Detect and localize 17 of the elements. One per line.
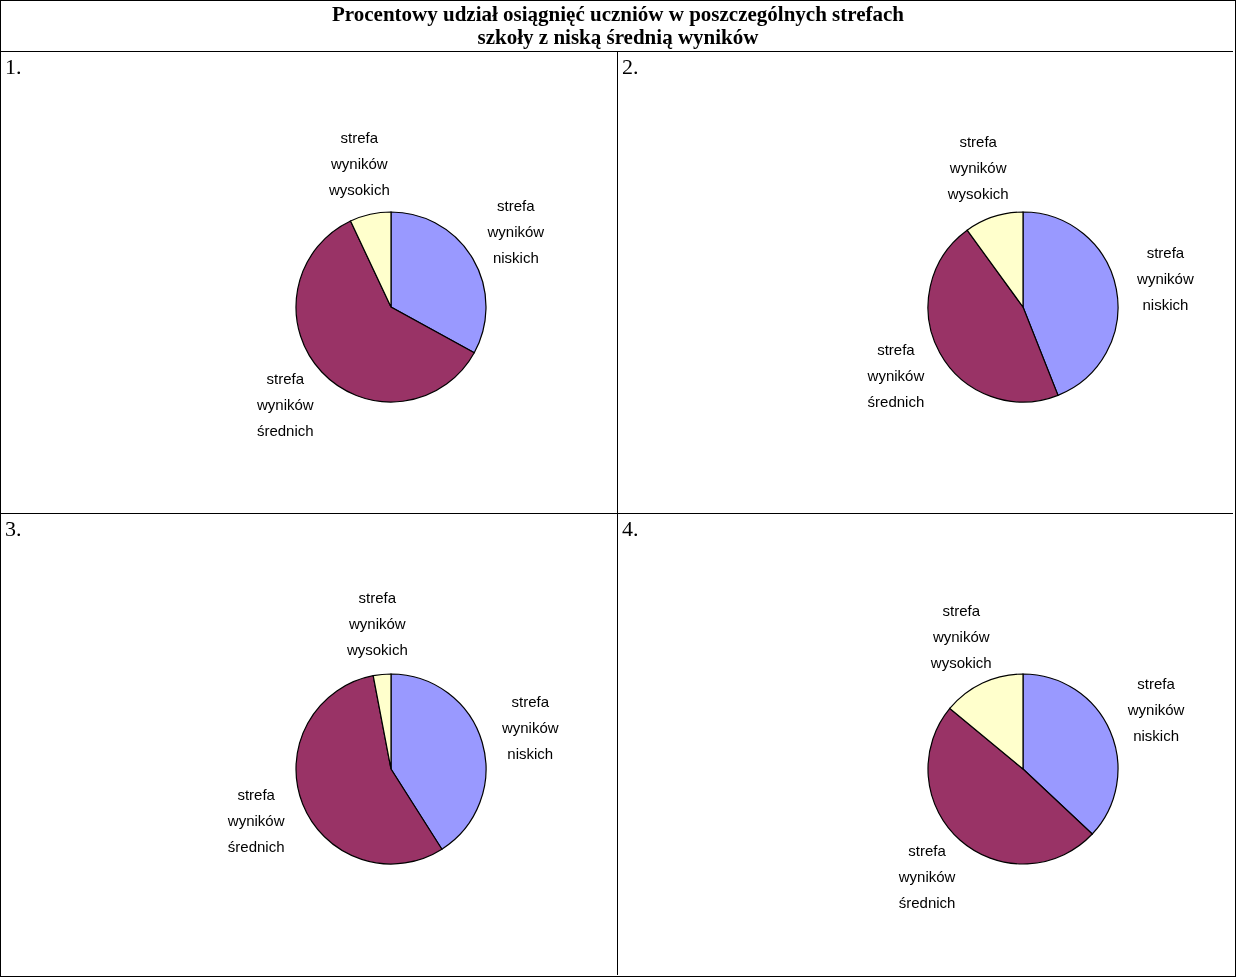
slice-label: strefa wyników średnich bbox=[897, 841, 956, 911]
slice-label: strefa wyników wysokich bbox=[929, 601, 992, 671]
slice-label: strefa wyników niskich bbox=[486, 197, 545, 267]
slice-label: strefa wyników średnich bbox=[226, 786, 285, 856]
slice-label: strefa wyników niskich bbox=[1136, 243, 1194, 313]
text: Procentowy udział osiągnięć uczniów w poszczególnych strefach szkoły z niską średnią wyników bbox=[331, 1, 905, 51]
slice-label: strefa wyników niskich bbox=[1126, 675, 1185, 745]
slice-label: strefa wyników wysokich bbox=[946, 133, 1009, 203]
slice-label: strefa wyników niskich bbox=[500, 692, 559, 762]
text: 4. bbox=[622, 516, 639, 542]
text: 3. bbox=[5, 516, 22, 542]
slice-label: strefa wyników średnich bbox=[866, 340, 925, 410]
slice-label: strefa wyników średnich bbox=[255, 370, 314, 440]
slice-label: strefa wyników wysokich bbox=[327, 129, 390, 199]
slice-label: strefa wyników wysokich bbox=[345, 588, 408, 658]
text: 2. bbox=[622, 54, 639, 80]
text: 1. bbox=[5, 54, 22, 80]
